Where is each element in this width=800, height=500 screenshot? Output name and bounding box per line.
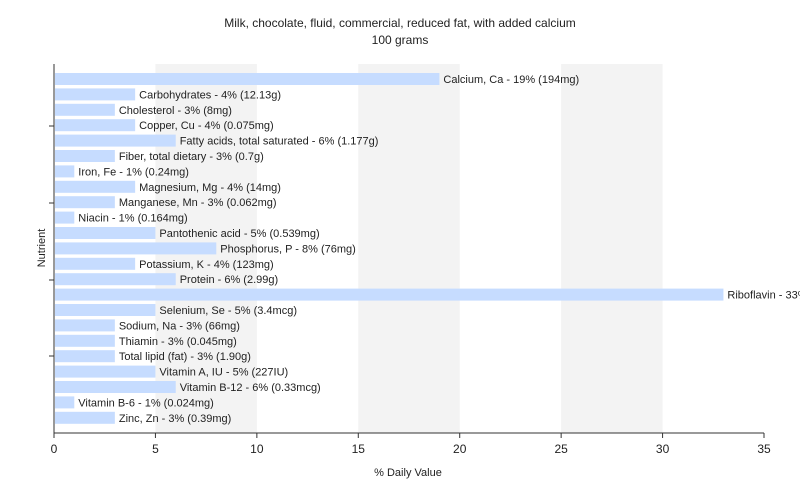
bar bbox=[55, 242, 217, 255]
bar bbox=[55, 288, 724, 301]
bar bbox=[55, 365, 156, 378]
x-tick-label: 25 bbox=[554, 442, 568, 456]
x-tick-label: 10 bbox=[250, 442, 264, 456]
bar bbox=[55, 150, 115, 162]
bar-label: Iron, Fe - 1% (0.24mg) bbox=[78, 166, 189, 178]
bar bbox=[55, 381, 176, 393]
bar bbox=[55, 73, 440, 85]
x-tick-label: 20 bbox=[453, 442, 467, 456]
bar-label: Protein - 6% (2.99g) bbox=[180, 274, 278, 286]
bar-label: Riboflavin - 33% (0.565mg) bbox=[727, 290, 800, 302]
bar bbox=[55, 211, 75, 224]
bars bbox=[55, 73, 724, 424]
bar bbox=[55, 88, 136, 101]
bar-label: Manganese, Mn - 3% (0.062mg) bbox=[119, 197, 277, 209]
x-axis-label: % Daily Value bbox=[374, 467, 442, 479]
bar bbox=[55, 334, 115, 347]
x-axis-ticks: 0 5 10 15 20 25 30 35 bbox=[51, 433, 771, 456]
bar bbox=[55, 119, 136, 132]
bar-label: Sodium, Na - 3% (66mg) bbox=[119, 320, 240, 332]
y-axis-ticks bbox=[49, 125, 54, 357]
bar-label: Vitamin B-12 - 6% (0.33mcg) bbox=[180, 382, 321, 394]
bar bbox=[55, 350, 115, 363]
bar bbox=[55, 273, 176, 286]
bar bbox=[55, 165, 75, 178]
bar bbox=[55, 304, 156, 316]
bar-label: Potassium, K - 4% (123mg) bbox=[139, 259, 274, 271]
x-tick-label: 15 bbox=[352, 442, 366, 456]
bar-label: Magnesium, Mg - 4% (14mg) bbox=[139, 182, 281, 194]
bar bbox=[55, 103, 115, 116]
chart-title: Milk, chocolate, fluid, commercial, redu… bbox=[224, 16, 576, 30]
bar bbox=[55, 257, 136, 270]
bar-label: Cholesterol - 3% (8mg) bbox=[119, 105, 232, 117]
bar bbox=[55, 396, 75, 409]
bar bbox=[55, 227, 156, 239]
bar-label: Niacin - 1% (0.164mg) bbox=[78, 213, 187, 225]
bar-label: Fatty acids, total saturated - 6% (1.177… bbox=[180, 136, 379, 148]
chart-subtitle: 100 grams bbox=[372, 33, 429, 47]
bar bbox=[55, 196, 115, 209]
x-tick-label: 35 bbox=[757, 442, 771, 456]
bar-label: Pantothenic acid - 5% (0.539mg) bbox=[159, 228, 319, 240]
bar-label: Calcium, Ca - 19% (194mg) bbox=[443, 74, 579, 86]
bar-label: Total lipid (fat) - 3% (1.90g) bbox=[119, 351, 251, 363]
bar bbox=[55, 134, 176, 147]
grid-band bbox=[358, 64, 460, 433]
bar-label: Zinc, Zn - 3% (0.39mg) bbox=[119, 413, 231, 425]
grid-band bbox=[561, 64, 663, 433]
bar bbox=[55, 411, 115, 424]
bar-label: Selenium, Se - 5% (3.4mcg) bbox=[159, 305, 297, 317]
grid-bands bbox=[155, 64, 663, 433]
bar bbox=[55, 180, 136, 193]
bar-label: Thiamin - 3% (0.045mg) bbox=[119, 336, 237, 348]
bar-label: Copper, Cu - 4% (0.075mg) bbox=[139, 120, 274, 132]
x-tick-label: 0 bbox=[51, 442, 58, 456]
bar-label: Phosphorus, P - 8% (76mg) bbox=[220, 243, 356, 255]
bar-label: Vitamin B-6 - 1% (0.024mg) bbox=[78, 397, 214, 409]
bar-labels: Calcium, Ca - 19% (194mg) Carbohydrates -… bbox=[78, 74, 800, 425]
bar-label: Carbohydrates - 4% (12.13g) bbox=[139, 89, 281, 101]
y-axis-label: Nutrient bbox=[36, 229, 48, 268]
bar bbox=[55, 319, 115, 332]
bar-label: Vitamin A, IU - 5% (227IU) bbox=[159, 367, 288, 379]
x-tick-label: 30 bbox=[656, 442, 670, 456]
bar-label: Fiber, total dietary - 3% (0.7g) bbox=[119, 151, 264, 163]
x-tick-label: 5 bbox=[152, 442, 159, 456]
